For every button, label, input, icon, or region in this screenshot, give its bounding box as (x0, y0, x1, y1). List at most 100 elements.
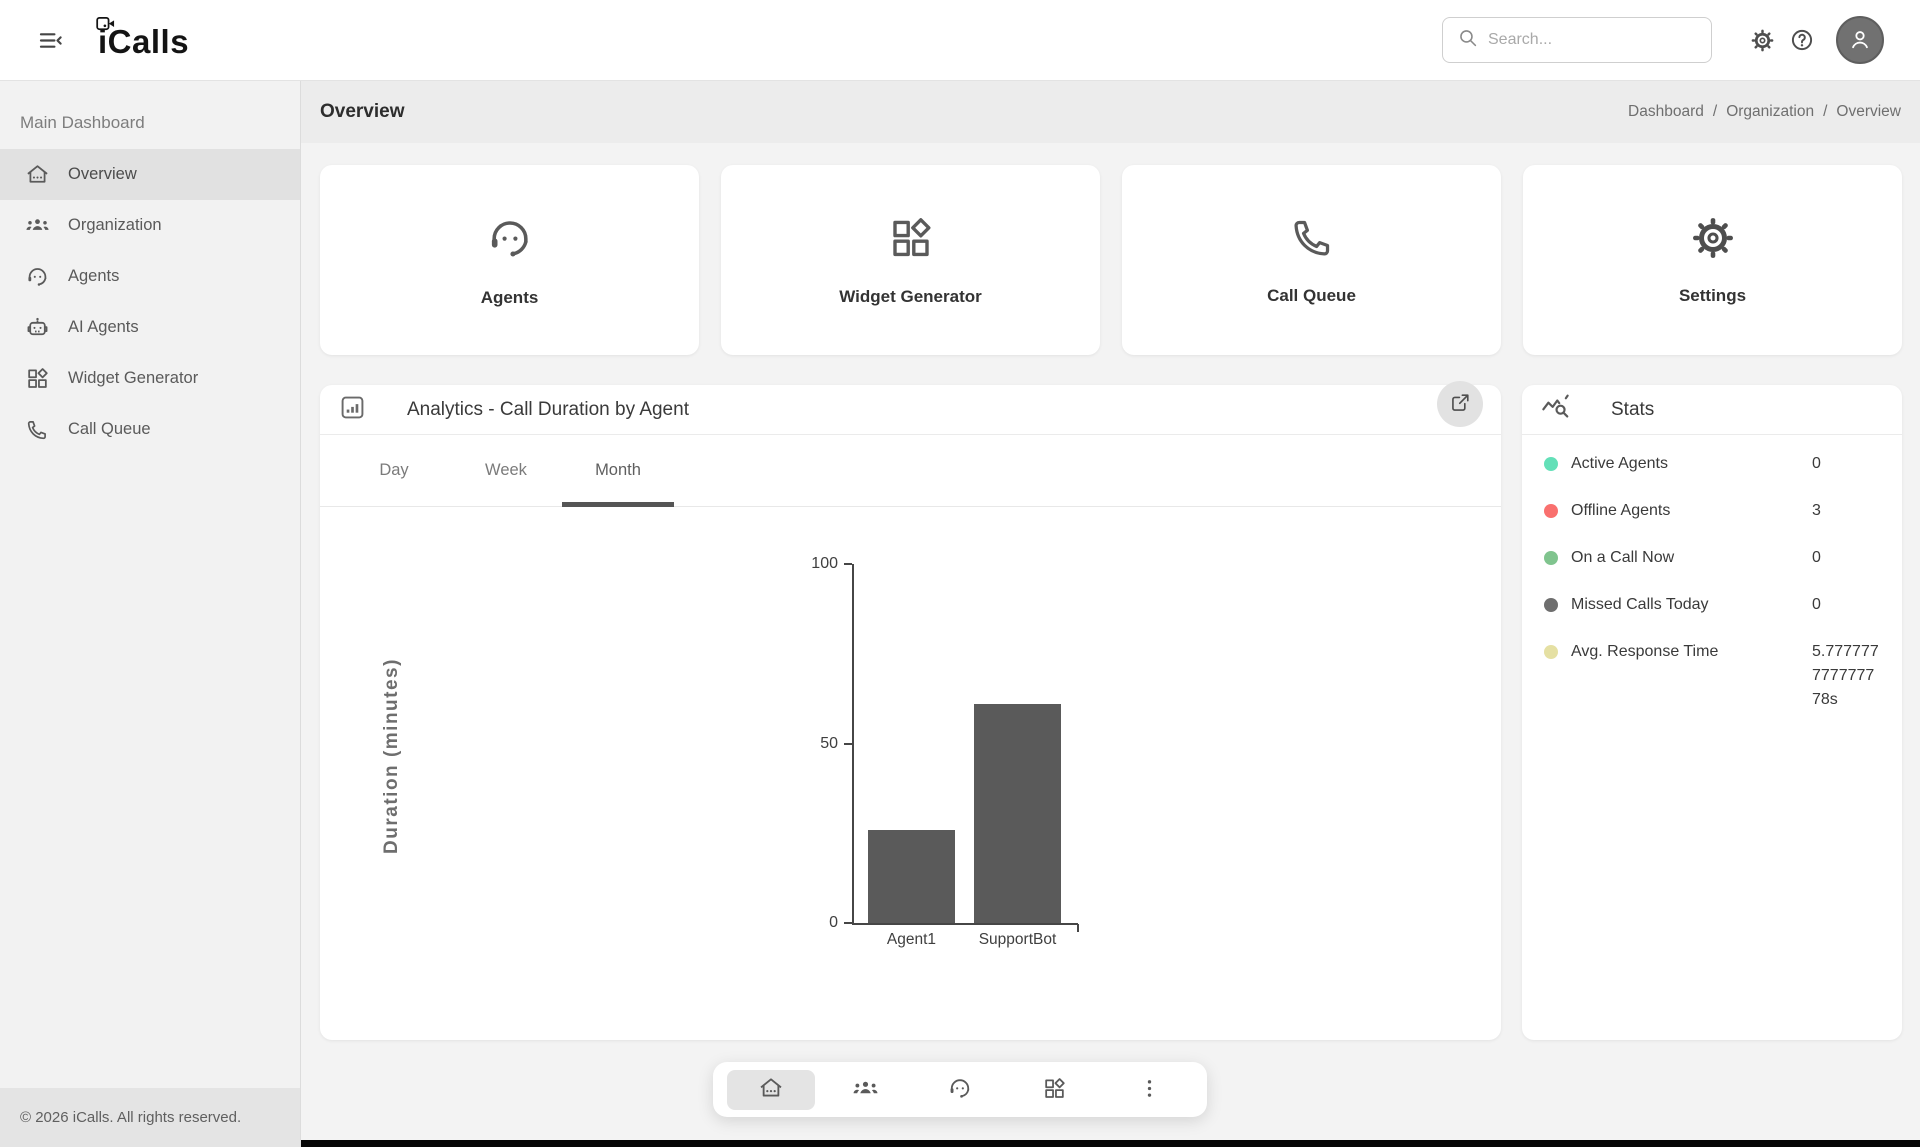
help-icon[interactable] (1782, 20, 1822, 60)
stat-value: 0 (1812, 455, 1821, 472)
app-title: iCalls (98, 23, 190, 60)
sidebar-item-label: Widget Generator (68, 369, 199, 387)
sidebar-item-label: Overview (68, 165, 137, 183)
stats-panel: Stats Active Agents 0 Offline Agents 3 (1522, 385, 1902, 1040)
sidebar: Main Dashboard Overview Organization Age… (0, 81, 301, 1147)
sidebar-item-label: Agents (68, 267, 120, 285)
card-label: Call Queue (1267, 285, 1356, 305)
card-label: Widget Generator (839, 286, 982, 306)
status-dot (1544, 504, 1558, 518)
gear-icon (1690, 215, 1736, 266)
sidebar-item-organization[interactable]: Organization (0, 200, 300, 251)
search-input[interactable] (1488, 31, 1697, 49)
breadcrumb-dashboard[interactable]: Dashboard (1628, 103, 1704, 120)
stat-row-avg-response-time: Avg. Response Time 5.777777777777778s (1544, 640, 1880, 712)
card-label: Settings (1678, 285, 1747, 305)
card-call-queue[interactable]: Call Queue (1122, 165, 1501, 355)
card-label: Agents (480, 287, 539, 307)
analytics-header: Analytics - Call Duration by Agent (320, 380, 1501, 435)
topbar: iCalls (0, 0, 1920, 81)
dock-home-button[interactable] (727, 1069, 815, 1110)
analytics-panel: Analytics - Call Duration by Agent Day W… (320, 380, 1501, 1040)
headset-icon (24, 264, 50, 290)
range-tabs: Day Week Month (320, 435, 1501, 507)
card-settings[interactable]: Settings (1523, 165, 1902, 355)
avatar[interactable] (1836, 16, 1884, 64)
dock-agents-button[interactable] (916, 1070, 1004, 1110)
dock-widgets-button[interactable] (1011, 1070, 1099, 1110)
sidebar-item-call-queue[interactable]: Call Queue (0, 404, 300, 455)
card-agents[interactable]: Agents (320, 165, 699, 355)
breadcrumb-organization[interactable]: Organization (1726, 103, 1815, 120)
page-header: Overview Dashboard / Organization / Over… (301, 81, 1920, 143)
home-icon (24, 162, 50, 188)
groups-icon (852, 1075, 879, 1105)
page-title: Overview (320, 101, 405, 122)
status-dot (1544, 598, 1558, 612)
stat-label: Avg. Response Time (1571, 643, 1719, 660)
phone-icon (24, 417, 50, 443)
sidebar-item-overview[interactable]: Overview (0, 149, 300, 200)
search-icon (1457, 27, 1478, 53)
headset-icon (947, 1075, 973, 1104)
sidebar-item-widget-generator[interactable]: Widget Generator (0, 353, 300, 404)
query-stats-icon (1540, 392, 1571, 428)
stat-value: 3 (1812, 502, 1821, 519)
plot-area: 0 50 100 Agent1 SupportBot (811, 555, 1079, 948)
stat-row-missed-calls: Missed Calls Today 0 (1544, 593, 1880, 617)
copyright-footer: © 2026 iCalls. All rights reserved. (0, 1088, 300, 1147)
tab-week[interactable]: Week (450, 435, 562, 506)
stat-label: Active Agents (1571, 455, 1668, 472)
y-tick-label: 100 (811, 555, 838, 572)
sidebar-item-label: Organization (68, 216, 162, 234)
menu-open-icon[interactable] (28, 18, 72, 62)
tab-month[interactable]: Month (562, 435, 674, 507)
analytics-row: Analytics - Call Duration by Agent Day W… (320, 380, 1902, 1040)
stat-value: 0 (1812, 549, 1821, 566)
card-widget-generator[interactable]: Widget Generator (721, 165, 1100, 355)
stat-value: 5.777777777777778s (1812, 643, 1879, 708)
sidebar-item-label: AI Agents (68, 318, 139, 336)
open-in-new-icon (1449, 391, 1472, 417)
gear-icon[interactable] (1742, 20, 1782, 60)
widgets-icon (1042, 1076, 1067, 1104)
stat-label: On a Call Now (1571, 549, 1675, 566)
floating-dock (713, 1062, 1207, 1117)
y-tick (844, 563, 852, 565)
breadcrumb-separator: / (1823, 103, 1828, 120)
stat-row-offline-agents: Offline Agents 3 (1544, 499, 1880, 523)
stat-label: Missed Calls Today (1571, 596, 1709, 613)
dock-more-button[interactable] (1105, 1070, 1193, 1110)
sidebar-item-agents[interactable]: Agents (0, 251, 300, 302)
y-tick-label: 0 (829, 914, 838, 931)
bar-supportbot (974, 704, 1061, 923)
app-logo: iCalls (96, 10, 190, 70)
bottom-edge-bar (301, 1140, 1920, 1147)
groups-icon (24, 213, 50, 239)
search-box (1442, 17, 1712, 63)
x-category-label: SupportBot (978, 931, 1057, 948)
tab-day[interactable]: Day (338, 435, 450, 506)
sidebar-section-title: Main Dashboard (20, 113, 145, 132)
sidebar-item-label: Call Queue (68, 420, 151, 438)
shortcut-cards-row: Agents Widget Generator Call Queue Setti… (320, 165, 1902, 355)
stat-row-active-agents: Active Agents 0 (1544, 452, 1880, 476)
status-dot (1544, 645, 1558, 659)
stat-label: Offline Agents (1571, 502, 1671, 519)
person-icon (1847, 26, 1873, 55)
breadcrumb-overview[interactable]: Overview (1836, 103, 1901, 120)
analytics-title: Analytics - Call Duration by Agent (407, 398, 689, 420)
main-area: Overview Dashboard / Organization / Over… (301, 81, 1920, 1147)
sidebar-item-ai-agents[interactable]: AI Agents (0, 302, 300, 353)
breadcrumb: Dashboard / Organization / Overview (1628, 103, 1901, 121)
stats-title: Stats (1611, 398, 1655, 420)
status-dot (1544, 551, 1558, 565)
stat-value: 0 (1812, 596, 1821, 613)
y-tick (844, 922, 852, 924)
stats-list: Active Agents 0 Offline Agents 3 On a Ca… (1522, 435, 1902, 712)
expand-chart-button[interactable] (1437, 380, 1483, 427)
bar-chart: Duration (minutes) 0 50 100 Agent1 Suppo… (320, 507, 1501, 1040)
bar-agent1 (868, 829, 955, 923)
phone-icon (1289, 215, 1335, 266)
dock-organization-button[interactable] (822, 1070, 910, 1110)
